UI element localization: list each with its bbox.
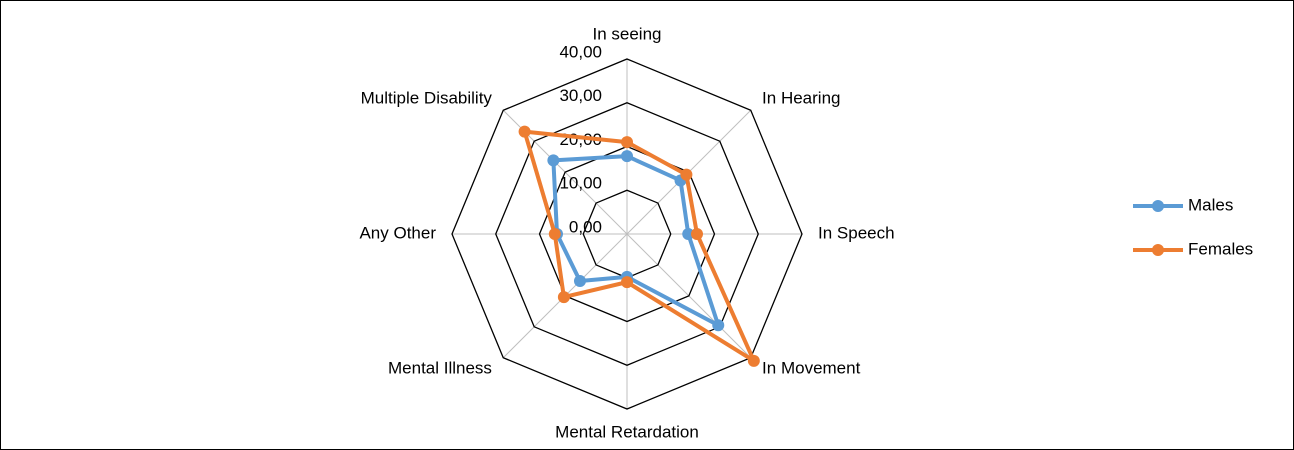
data-point xyxy=(548,228,561,240)
legend-label: Males xyxy=(1188,195,1233,214)
data-point xyxy=(747,354,760,367)
data-point xyxy=(682,228,695,240)
legend-marker xyxy=(1152,244,1164,256)
data-point xyxy=(547,154,560,167)
tick-label: 10,00 xyxy=(559,174,602,193)
category-label: Multiple Disability xyxy=(361,88,493,107)
grid-ring xyxy=(495,102,759,366)
data-point xyxy=(621,276,633,289)
tick-label: 40,00 xyxy=(559,42,602,61)
category-label: In seeing xyxy=(593,24,662,43)
data-point xyxy=(573,275,586,288)
legend-label: Females xyxy=(1188,239,1253,258)
data-point xyxy=(518,125,531,138)
category-label: In Hearing xyxy=(762,88,840,107)
category-label: In Speech xyxy=(818,223,895,242)
data-point xyxy=(621,150,633,163)
legend-marker xyxy=(1152,200,1164,212)
category-label: Any Other xyxy=(359,223,436,242)
data-point xyxy=(680,168,693,181)
category-label: Mental Retardation xyxy=(555,422,699,441)
data-point xyxy=(712,319,725,332)
data-point xyxy=(557,291,570,304)
category-label: In Movement xyxy=(762,359,861,378)
data-point xyxy=(621,136,633,149)
grid-ring xyxy=(451,58,803,410)
data-point xyxy=(691,228,703,240)
tick-label: 30,00 xyxy=(559,86,602,105)
category-label: Mental Illness xyxy=(388,359,492,378)
